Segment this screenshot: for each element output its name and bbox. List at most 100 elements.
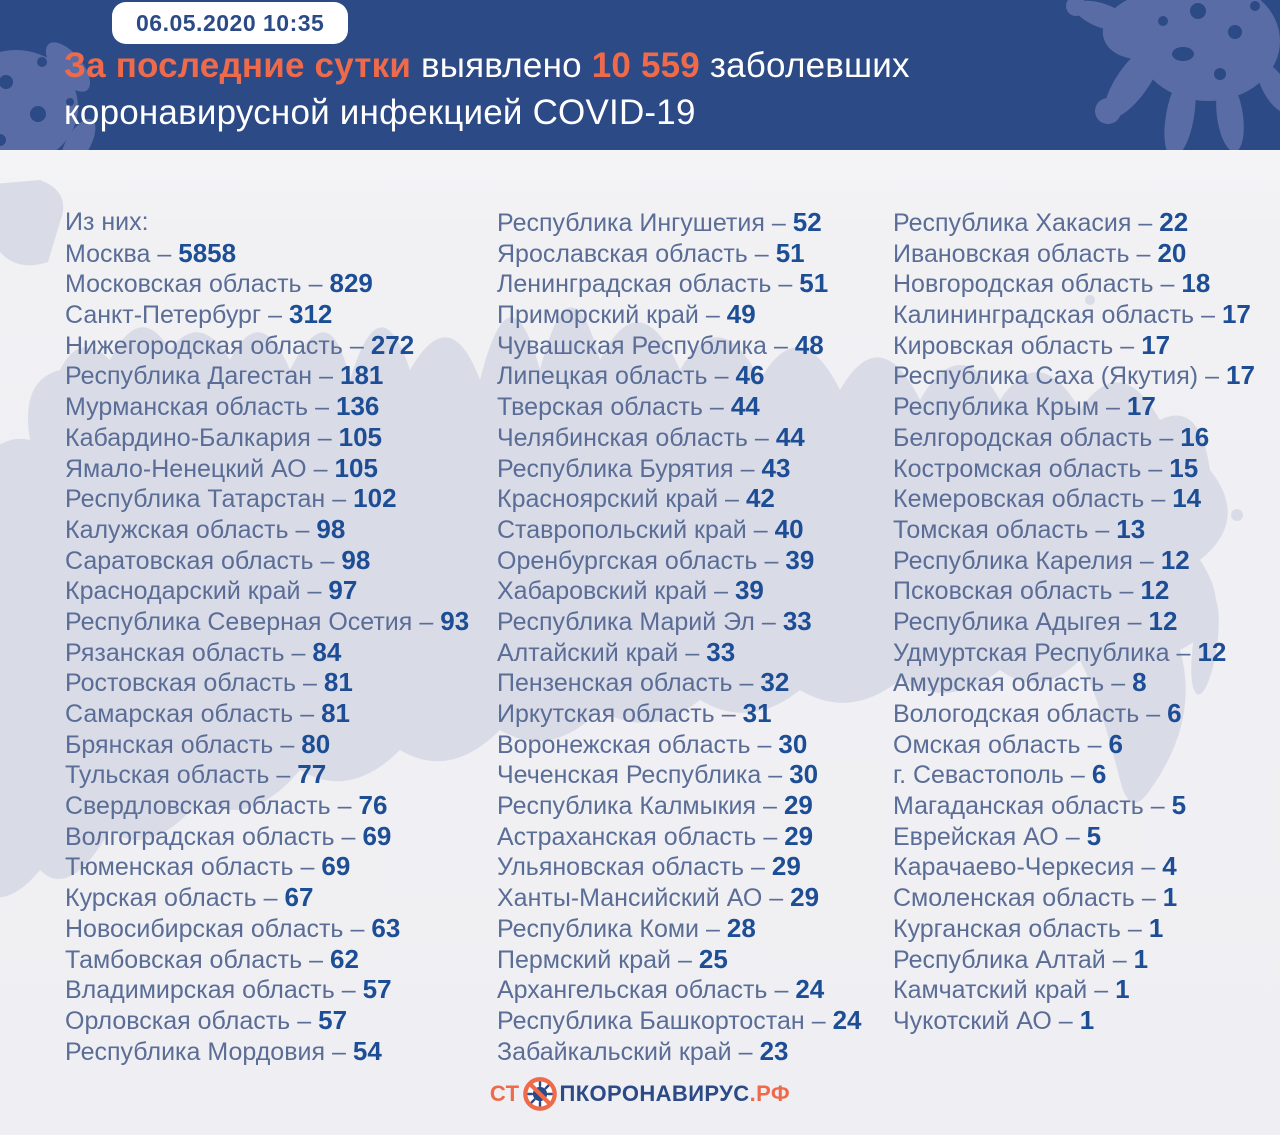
region-value: 5	[1086, 820, 1102, 851]
region-row: Красноярский край –42	[497, 483, 897, 514]
region-value: 69	[321, 851, 351, 882]
region-name: Кабардино-Балкария	[65, 423, 311, 452]
title-plain-1: выявлено	[411, 46, 592, 85]
region-row: Республика Мордовия –54	[65, 1036, 505, 1067]
region-name: Псковская область	[893, 577, 1113, 606]
dash-separator: –	[350, 914, 365, 943]
region-name: Калужская область	[65, 515, 289, 544]
region-value: 98	[316, 513, 346, 544]
virus-blob-icon	[1066, 0, 1280, 150]
region-row: Республика Башкортостан –24	[497, 1005, 897, 1036]
region-row: Ханты-Мансийский АО –29	[497, 882, 897, 913]
region-row: Новосибирская область –63	[65, 913, 505, 944]
region-value: 81	[323, 667, 353, 698]
region-name: Мурманская область	[65, 393, 309, 422]
dash-separator: –	[739, 669, 754, 698]
dash-separator: –	[280, 730, 295, 759]
dash-separator: –	[714, 577, 728, 606]
region-value: 17	[1141, 329, 1171, 360]
region-value: 97	[328, 575, 358, 606]
region-name: Волгоградская область	[65, 822, 335, 851]
region-value: 17	[1221, 299, 1251, 330]
dash-separator: –	[811, 1006, 826, 1035]
dash-separator: –	[291, 638, 306, 667]
region-value: 12	[1148, 605, 1178, 636]
region-name: Курганская область	[893, 914, 1121, 943]
region-value: 33	[782, 605, 812, 636]
dash-separator: –	[1094, 976, 1109, 1005]
dash-separator: –	[1120, 331, 1135, 360]
region-name: Рязанская область	[65, 638, 285, 667]
region-value: 6	[1108, 728, 1123, 759]
dash-separator: –	[761, 607, 776, 636]
region-name: Челябинская область	[497, 423, 748, 452]
region-value: 77	[297, 759, 327, 790]
region-row: г. Севастополь –6	[893, 759, 1280, 790]
region-value: 1	[1079, 1004, 1095, 1035]
region-value: 105	[334, 452, 378, 483]
region-value: 5	[1171, 790, 1187, 821]
dash-separator: –	[705, 301, 720, 330]
region-row: Челябинская область –44	[497, 422, 897, 453]
region-value: 67	[284, 882, 314, 913]
region-name: Ямало-Ненецкий АО	[65, 454, 307, 483]
region-name: Свердловская область	[65, 792, 331, 821]
dash-separator: –	[337, 792, 352, 821]
region-value: 18	[1181, 268, 1211, 299]
region-name: Республика Карелия	[893, 546, 1133, 575]
timestamp-badge: 06.05.2020 10:35	[112, 2, 349, 44]
region-name: Ростовская область	[65, 669, 296, 698]
region-row: Ивановская область –20	[893, 238, 1280, 269]
region-value: 1	[1133, 943, 1149, 974]
region-value: 93	[440, 605, 470, 636]
region-name: Ленинградская область	[497, 270, 772, 299]
region-row: Белгородская область –16	[893, 422, 1280, 453]
region-row: Ленинградская область –51	[497, 268, 897, 299]
region-value: 24	[832, 1004, 862, 1035]
region-value: 17	[1225, 360, 1255, 391]
region-row: Республика Карелия –12	[893, 545, 1280, 576]
dash-separator: –	[1087, 730, 1102, 759]
region-row: Воронежская область –30	[497, 729, 897, 760]
dash-separator: –	[157, 239, 172, 268]
region-name: Республика Калмыкия	[497, 792, 757, 821]
region-row: Тюменская область –69	[65, 851, 505, 882]
region-name: Белгородская область	[893, 423, 1153, 452]
region-value: 5858	[178, 237, 237, 268]
dash-separator: –	[768, 761, 783, 790]
region-name: Республика Коми	[497, 914, 700, 943]
dash-separator: –	[309, 945, 324, 974]
region-value: 28	[726, 912, 756, 943]
region-name: Республика Адыгея	[893, 607, 1121, 636]
dash-separator: –	[678, 945, 692, 974]
region-row: Кабардино-Балкария –105	[65, 422, 505, 453]
region-value: 312	[288, 299, 333, 330]
dash-separator: –	[1112, 945, 1127, 974]
region-value: 23	[759, 1035, 789, 1066]
dash-separator: –	[332, 1037, 346, 1066]
dash-separator: –	[307, 577, 322, 606]
region-value: 272	[370, 329, 415, 360]
region-value: 6	[1167, 698, 1182, 728]
no-virus-icon	[522, 1077, 557, 1111]
dash-separator: –	[754, 423, 769, 452]
dash-separator: –	[300, 853, 315, 882]
region-value: 136	[335, 391, 380, 422]
dash-separator: –	[1119, 577, 1134, 606]
dash-separator: –	[769, 884, 784, 913]
dash-separator: –	[763, 822, 778, 851]
dash-separator: –	[1127, 607, 1142, 636]
region-row: Архангельская область –24	[497, 974, 897, 1005]
region-value: 6	[1091, 759, 1107, 790]
region-row: Еврейская АО –5	[893, 821, 1280, 852]
logo-prefix: СТ	[489, 1081, 520, 1106]
region-row: Пензенская область –32	[497, 667, 897, 698]
region-value: 57	[362, 974, 392, 1005]
region-name: Республика Крым	[893, 393, 1100, 422]
region-row: Тамбовская область –62	[65, 944, 505, 975]
region-value: 81	[321, 698, 351, 728]
dash-separator: –	[1159, 423, 1174, 452]
dash-separator: –	[419, 607, 434, 636]
region-row: Карачаево-Черкесия –4	[893, 851, 1280, 882]
region-row: Алтайский край –33	[497, 637, 897, 668]
